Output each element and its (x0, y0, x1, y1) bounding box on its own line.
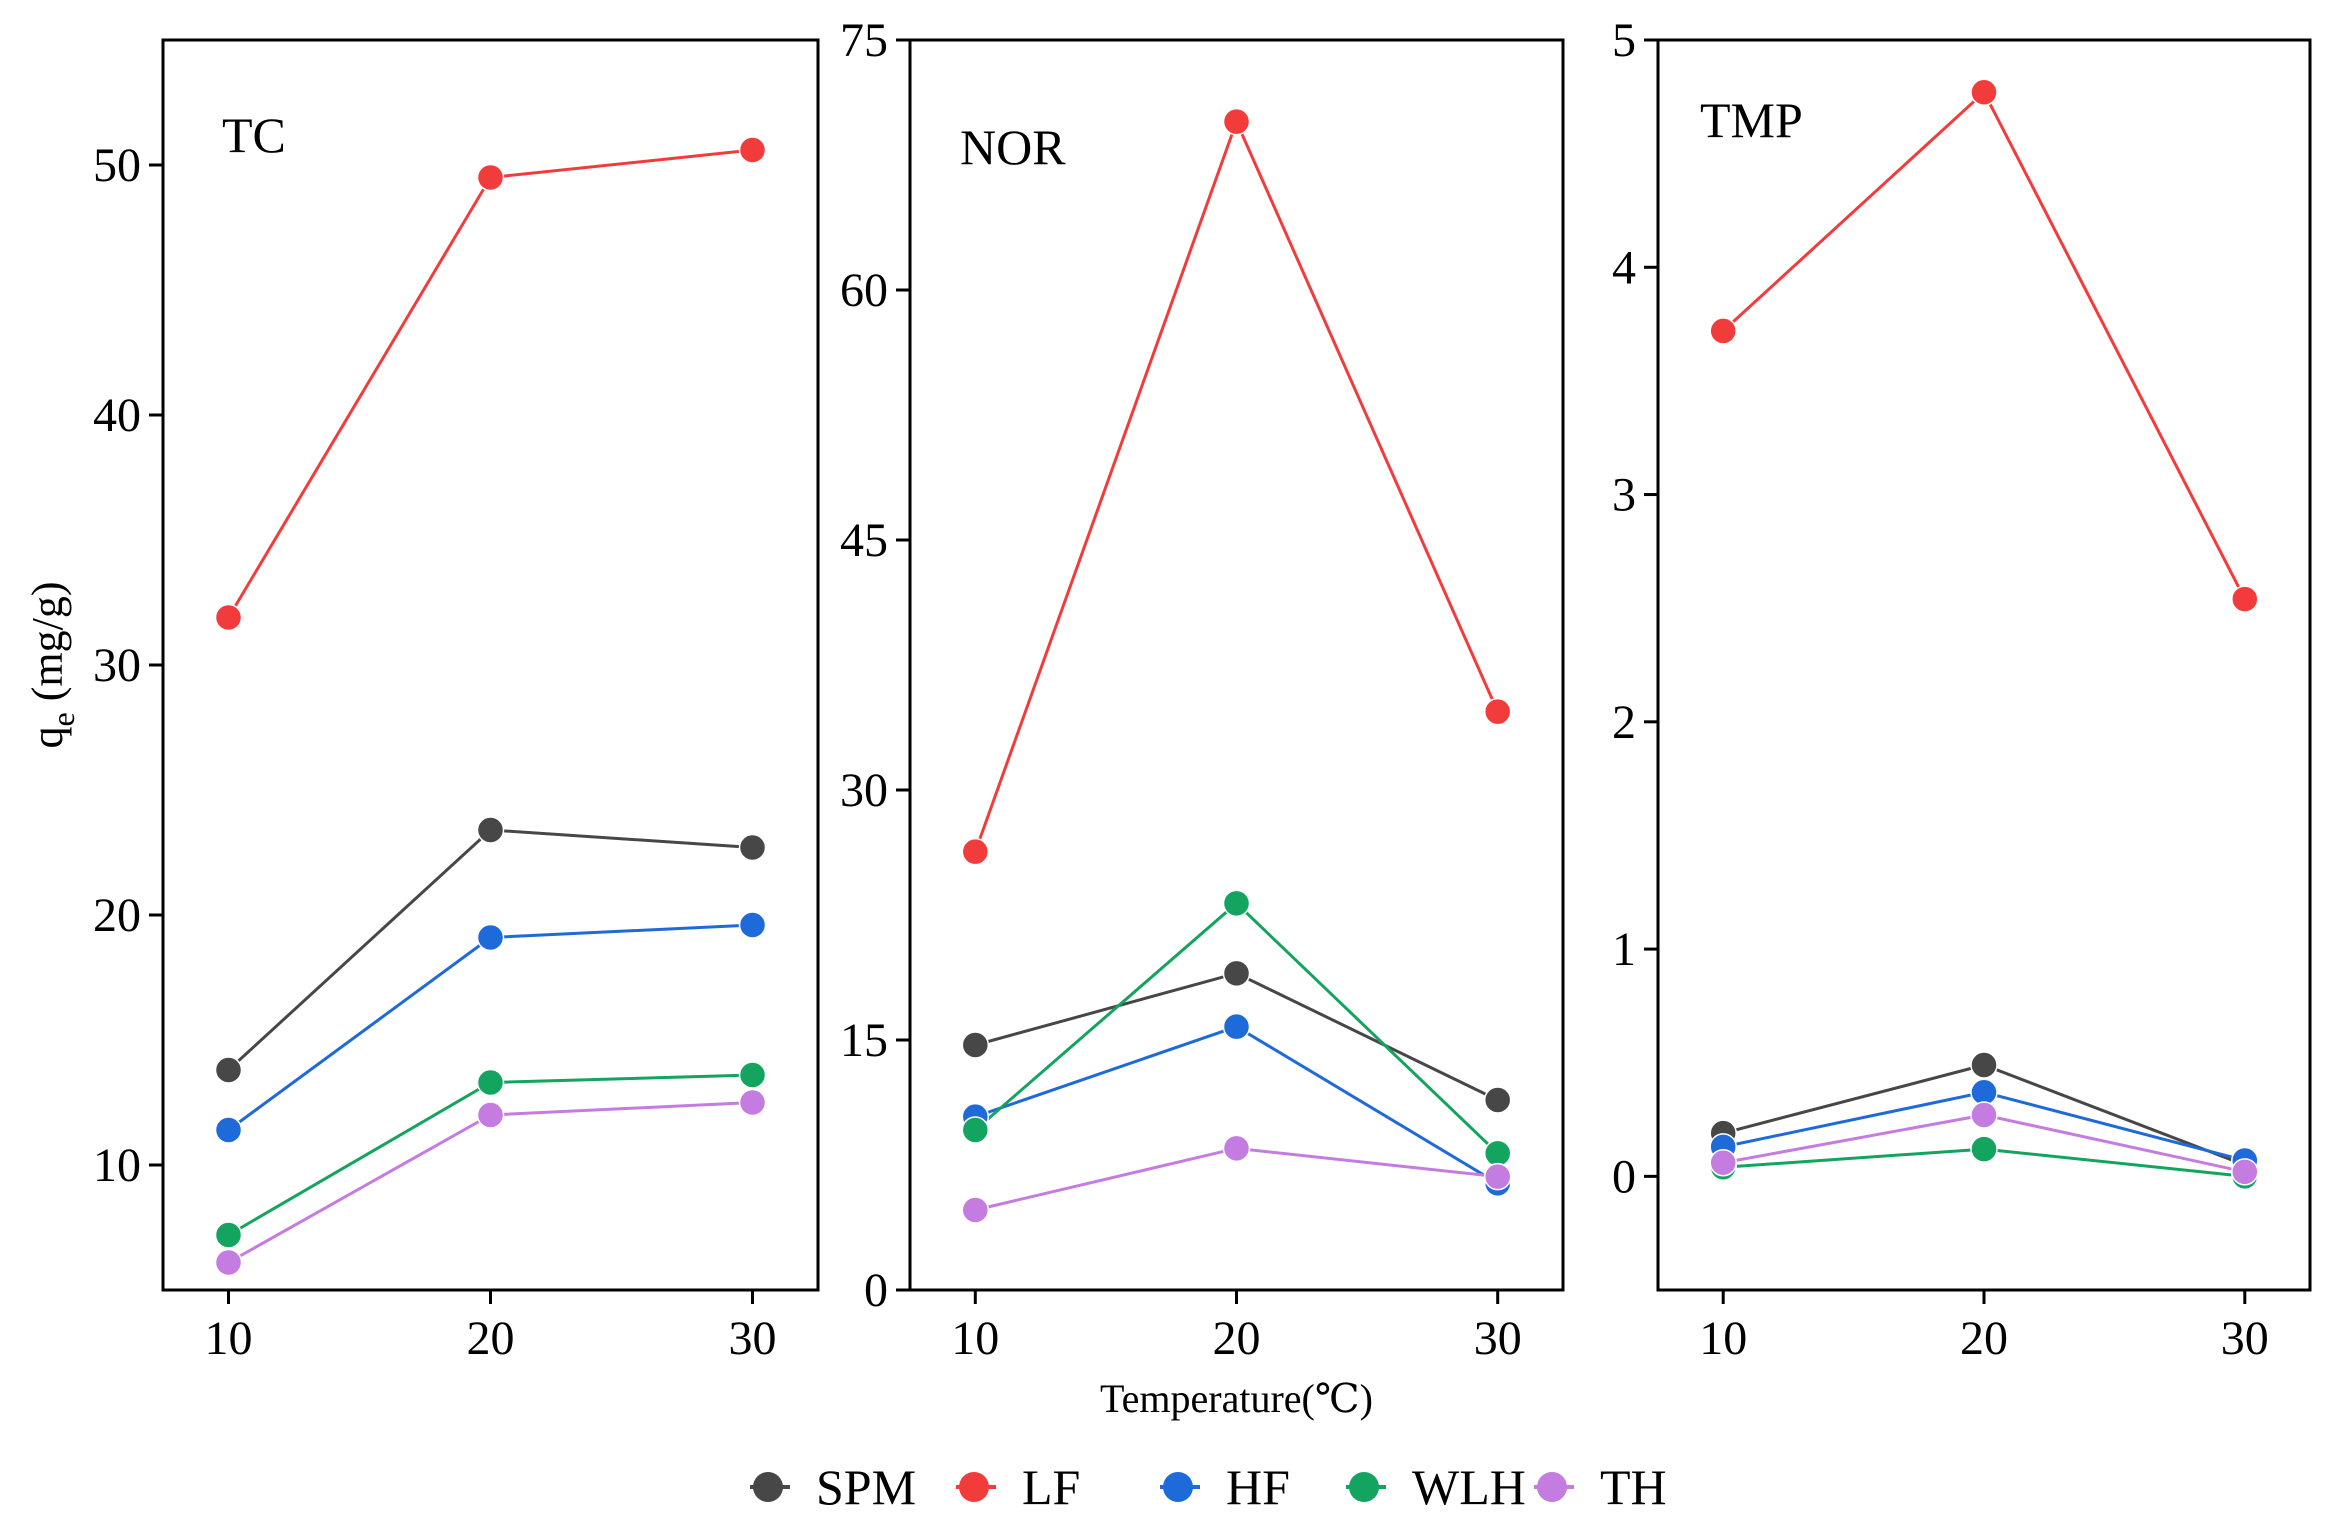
data-point-th (961, 1196, 990, 1224)
data-point-th (2231, 1158, 2259, 1186)
legend-marker (1163, 1472, 1193, 1502)
y-tick-label: 3 (1612, 469, 1636, 522)
legend-label: WLH (1412, 1459, 1526, 1515)
y-tick-label: 0 (1612, 1150, 1636, 1203)
panel-title: TMP (1700, 92, 1803, 148)
legend-label: SPM (816, 1459, 916, 1515)
panel-tc: 10 20 30 40 50 10 20 30 TC qe (mg/g) (23, 38, 820, 1365)
data-point-th (1483, 1162, 1512, 1191)
data-point-lf (738, 136, 767, 164)
series-line-hf (227, 923, 753, 1132)
data-point-lf (2231, 585, 2259, 613)
data-point-lf (1970, 78, 1998, 107)
data-point-hf (476, 923, 505, 952)
legend-item-spm: SPM (750, 1459, 916, 1515)
legend: SPM LF HF WLH TH (750, 1459, 1667, 1515)
x-tick-label: 20 (1960, 1312, 2008, 1365)
legend-marker (1537, 1472, 1567, 1502)
legend-item-hf: HF (1160, 1459, 1290, 1515)
legend-marker (753, 1472, 783, 1502)
data-point-spm (961, 1031, 990, 1059)
y-tick-label: 4 (1612, 241, 1636, 294)
y-tick-label: 30 (93, 639, 141, 692)
legend-item-th: TH (1534, 1459, 1667, 1515)
x-tick-label: 10 (205, 1312, 253, 1365)
data-point-wlh (214, 1221, 243, 1249)
y-axis-label: qe (mg/g) (23, 582, 81, 749)
data-point-lf (476, 163, 505, 192)
x-tick-label: 10 (951, 1312, 999, 1365)
legend-label: LF (1022, 1459, 1080, 1515)
data-point-th (1970, 1101, 1998, 1129)
data-point-hf (1222, 1012, 1251, 1041)
panel-nor: 0 15 30 45 60 75 10 20 30 NOR Temperature(℃) (840, 14, 1565, 1421)
legend-marker (1349, 1472, 1379, 1502)
y-tick-label: 30 (840, 764, 888, 817)
y-tick-label: 60 (840, 264, 888, 317)
data-point-spm (738, 833, 767, 862)
x-tick-label: 20 (467, 1312, 515, 1365)
data-point-spm (476, 816, 505, 844)
x-tick-label: 30 (729, 1312, 777, 1365)
data-point-th (1709, 1148, 1737, 1177)
panel-tmp: 0 1 2 3 4 5 10 20 30 TMP (1612, 14, 2312, 1365)
series-line-lf (1722, 89, 2247, 600)
data-point-spm (214, 1056, 243, 1084)
panel-title: TC (222, 107, 286, 163)
series-line-lf (227, 148, 753, 619)
y-tick-label: 1 (1612, 923, 1636, 976)
data-point-lf (1222, 107, 1251, 136)
data-point-spm (1970, 1051, 1998, 1079)
x-tick-label: 10 (1699, 1312, 1747, 1365)
y-tick-label: 2 (1612, 696, 1636, 749)
data-point-lf (961, 837, 990, 866)
x-tick-label: 30 (2221, 1312, 2269, 1365)
legend-label: TH (1600, 1459, 1667, 1515)
y-tick-label: 50 (93, 139, 141, 192)
data-point-wlh (476, 1068, 505, 1097)
series-line-lf (973, 117, 1500, 853)
data-point-wlh (1483, 1139, 1512, 1168)
x-tick-label: 20 (1213, 1312, 1261, 1365)
legend-label: HF (1226, 1459, 1290, 1515)
y-tick-label: 10 (93, 1139, 141, 1192)
data-point-th (1222, 1134, 1251, 1163)
data-point-spm (1483, 1086, 1512, 1114)
data-point-wlh (1970, 1135, 1998, 1163)
data-point-lf (214, 603, 243, 632)
y-tick-label: 15 (840, 1014, 888, 1067)
data-point-wlh (961, 1116, 990, 1144)
data-point-wlh (1222, 889, 1251, 918)
x-tick-label: 30 (1474, 1312, 1522, 1365)
y-tick-label: 40 (93, 389, 141, 442)
data-point-th (476, 1101, 505, 1129)
y-tick-label: 45 (840, 514, 888, 567)
panel-title: NOR (960, 119, 1066, 175)
data-point-wlh (738, 1061, 767, 1089)
legend-item-wlh: WLH (1346, 1459, 1526, 1515)
y-tick-label: 5 (1612, 14, 1636, 67)
legend-item-lf: LF (956, 1459, 1080, 1515)
data-point-th (738, 1088, 767, 1117)
y-tick-label: 75 (840, 14, 888, 67)
x-axis-label: Temperature(℃) (1100, 1376, 1373, 1421)
y-tick-label: 20 (93, 889, 141, 942)
data-point-th (214, 1248, 243, 1277)
legend-marker (959, 1472, 989, 1502)
data-point-lf (1483, 697, 1512, 726)
data-point-hf (738, 911, 767, 939)
data-point-spm (1222, 959, 1251, 988)
data-point-lf (1709, 317, 1737, 345)
data-point-hf (214, 1116, 243, 1144)
y-tick-label: 0 (864, 1264, 888, 1317)
series-line-wlh (227, 1073, 753, 1237)
